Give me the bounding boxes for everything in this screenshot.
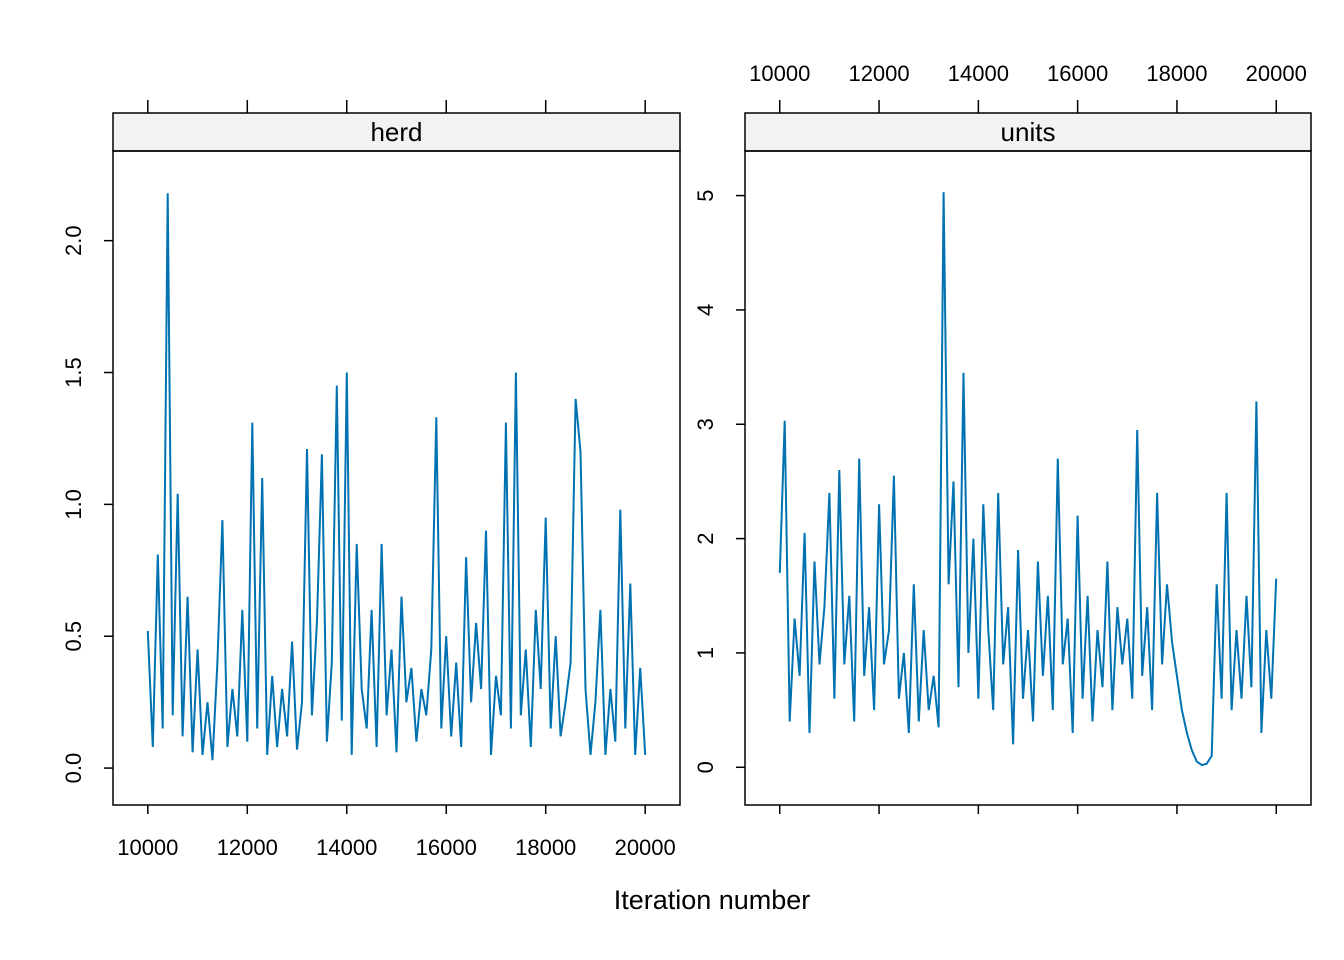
x-tick-label: 12000 xyxy=(217,835,278,860)
strip-title: herd xyxy=(370,117,422,147)
x-tick-label: 16000 xyxy=(1047,61,1108,86)
panel-frame xyxy=(744,150,1312,806)
y-tick-label: 0.0 xyxy=(61,753,86,784)
y-tick-label: 2 xyxy=(693,532,718,544)
x-tick-label: 18000 xyxy=(515,835,576,860)
y-tick-label: 1.5 xyxy=(61,357,86,388)
y-tick-label: 0 xyxy=(693,761,718,773)
trace-line xyxy=(778,192,1278,767)
y-tick-label: 3 xyxy=(693,418,718,430)
strip-title: units xyxy=(1001,117,1056,147)
y-tick-label: 1 xyxy=(693,647,718,659)
x-axis-title: Iteration number xyxy=(614,885,811,915)
x-tick-label: 20000 xyxy=(1246,61,1307,86)
y-tick-label: 0.5 xyxy=(61,621,86,652)
strip xyxy=(744,112,1312,152)
y-tick-label: 2.0 xyxy=(61,225,86,256)
x-tick-label: 12000 xyxy=(848,61,909,86)
y-tick-label: 1.0 xyxy=(61,489,86,520)
x-tick-label: 20000 xyxy=(615,835,676,860)
x-tick-label: 10000 xyxy=(117,835,178,860)
y-tick-label: 5 xyxy=(693,189,718,201)
x-tick-label: 10000 xyxy=(749,61,810,86)
x-tick-label: 16000 xyxy=(416,835,477,860)
x-tick-label: 14000 xyxy=(316,835,377,860)
trace-line xyxy=(146,193,647,761)
strip xyxy=(112,112,681,152)
y-tick-label: 4 xyxy=(693,304,718,316)
panel-frame xyxy=(112,150,681,806)
x-tick-label: 14000 xyxy=(948,61,1009,86)
x-tick-label: 18000 xyxy=(1146,61,1207,86)
